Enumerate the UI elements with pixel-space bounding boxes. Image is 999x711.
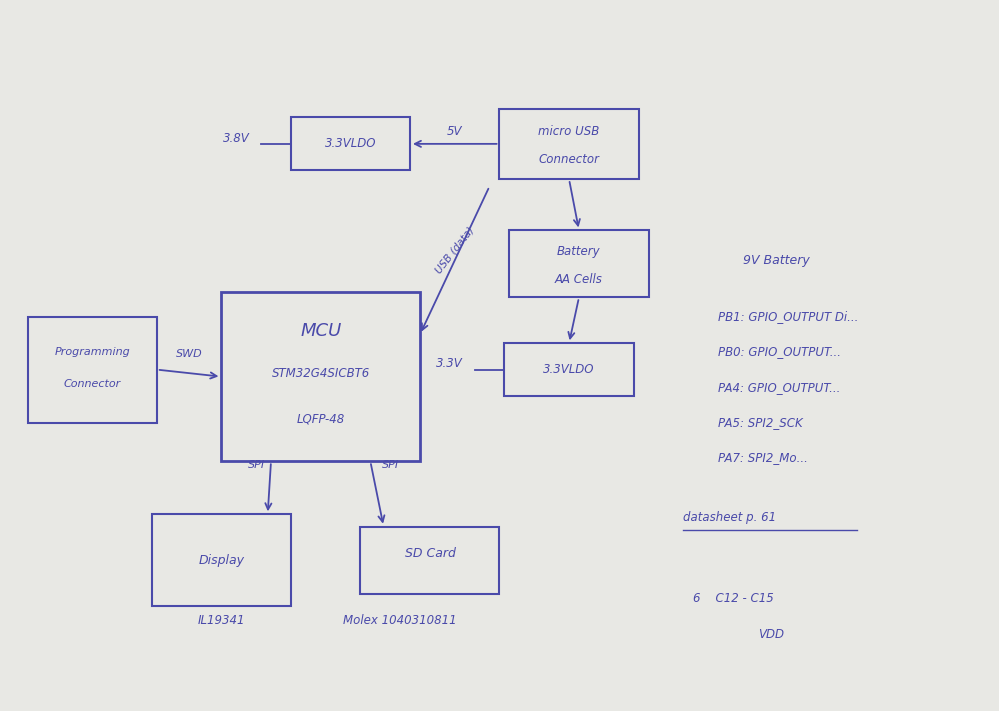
- Text: IL19341: IL19341: [198, 614, 245, 626]
- Text: micro USB: micro USB: [538, 124, 599, 138]
- Text: SPI: SPI: [382, 460, 399, 470]
- Text: MCU: MCU: [300, 322, 342, 340]
- Text: 3.3VLDO: 3.3VLDO: [543, 363, 594, 376]
- Text: 9V Battery: 9V Battery: [743, 254, 809, 267]
- Text: AA Cells: AA Cells: [555, 273, 603, 286]
- Bar: [504, 343, 633, 396]
- Text: PB0: GPIO_OUTPUT...: PB0: GPIO_OUTPUT...: [718, 346, 841, 358]
- Text: Molex 1040310811: Molex 1040310811: [344, 614, 457, 626]
- Text: Battery: Battery: [557, 245, 600, 257]
- Bar: [291, 117, 411, 171]
- Bar: [361, 527, 500, 594]
- Text: datasheet p. 61: datasheet p. 61: [683, 511, 776, 524]
- Text: PA4: GPIO_OUTPUT...: PA4: GPIO_OUTPUT...: [718, 381, 840, 394]
- Text: SD Card: SD Card: [405, 547, 456, 560]
- Text: VDD: VDD: [758, 628, 784, 641]
- Text: 6    C12 - C15: 6 C12 - C15: [693, 592, 774, 605]
- Bar: [500, 109, 638, 179]
- Text: PB1: GPIO_OUTPUT Di...: PB1: GPIO_OUTPUT Di...: [718, 310, 858, 324]
- Text: LQFP-48: LQFP-48: [297, 412, 345, 425]
- Text: 3.3VLDO: 3.3VLDO: [325, 137, 377, 150]
- Text: SPI: SPI: [248, 460, 265, 470]
- Bar: [222, 292, 420, 461]
- Text: 3.8V: 3.8V: [223, 132, 250, 145]
- Text: STM32G4SICBT6: STM32G4SICBT6: [272, 367, 370, 380]
- Text: Display: Display: [199, 554, 245, 567]
- Text: SWD: SWD: [176, 349, 203, 359]
- Text: USB (data): USB (data): [434, 225, 476, 275]
- Text: 3.3V: 3.3V: [437, 358, 464, 370]
- Text: Connector: Connector: [538, 153, 599, 166]
- Text: PA5: SPI2_SCK: PA5: SPI2_SCK: [718, 416, 803, 429]
- Text: Programming: Programming: [54, 347, 130, 357]
- Text: 5V: 5V: [447, 124, 463, 138]
- Text: PA7: SPI2_Mo...: PA7: SPI2_Mo...: [718, 451, 808, 464]
- Bar: [28, 316, 157, 422]
- Bar: [509, 230, 648, 297]
- Bar: [152, 514, 291, 606]
- Text: Connector: Connector: [64, 379, 121, 389]
